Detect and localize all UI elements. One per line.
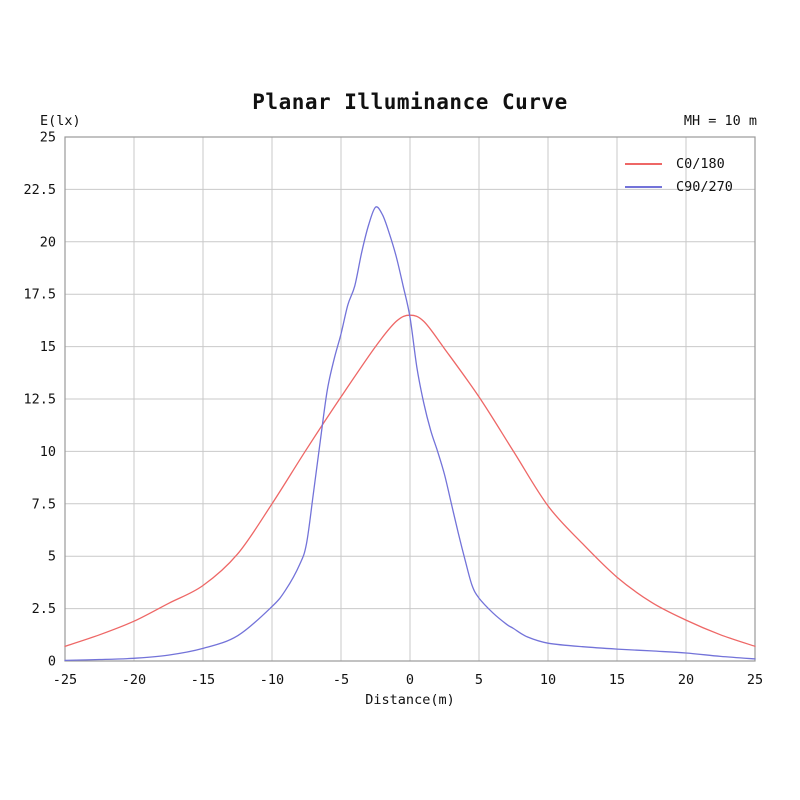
legend-line-sample-c90-270 xyxy=(625,186,662,188)
x-tick-label: 15 xyxy=(609,672,625,688)
legend-item-c90-270: C90/270 xyxy=(625,178,733,196)
y-tick-label: 0 xyxy=(48,654,56,670)
x-tick-label: 20 xyxy=(678,672,694,688)
x-tick-label: -20 xyxy=(122,672,146,688)
y-tick-label: 17.5 xyxy=(23,287,56,303)
legend-item-c0-180: C0/180 xyxy=(625,155,725,173)
x-tick-label: 10 xyxy=(540,672,556,688)
y-tick-label: 2.5 xyxy=(32,601,56,617)
y-tick-label: 5 xyxy=(48,549,56,565)
y-tick-label: 25 xyxy=(40,130,56,146)
legend-label-c90-270: C90/270 xyxy=(676,179,733,195)
y-tick-label: 20 xyxy=(40,234,56,250)
x-tick-label: 25 xyxy=(747,672,763,688)
chart-title: Planar Illuminance Curve xyxy=(252,90,568,114)
legend-line-sample-c0-180 xyxy=(625,163,662,165)
x-tick-label: -10 xyxy=(260,672,284,688)
x-axis-title: Distance(m) xyxy=(365,692,455,708)
x-tick-label: 5 xyxy=(475,672,483,688)
series-curve-c90-270 xyxy=(64,206,756,662)
y-tick-label: 7.5 xyxy=(32,496,56,512)
y-tick-label: 12.5 xyxy=(23,392,56,408)
x-tick-label: -15 xyxy=(191,672,215,688)
y-tick-label: 15 xyxy=(40,339,56,355)
x-tick-label: -5 xyxy=(333,672,349,688)
legend-label-c0-180: C0/180 xyxy=(676,156,725,172)
y-axis-unit-label: E(lx) xyxy=(40,113,81,129)
x-tick-label: -25 xyxy=(53,672,77,688)
mounting-height-annotation: MH = 10 m xyxy=(683,113,757,129)
y-tick-label: 10 xyxy=(40,444,56,460)
x-tick-label: 0 xyxy=(406,672,414,688)
y-tick-label: 22.5 xyxy=(23,182,56,198)
